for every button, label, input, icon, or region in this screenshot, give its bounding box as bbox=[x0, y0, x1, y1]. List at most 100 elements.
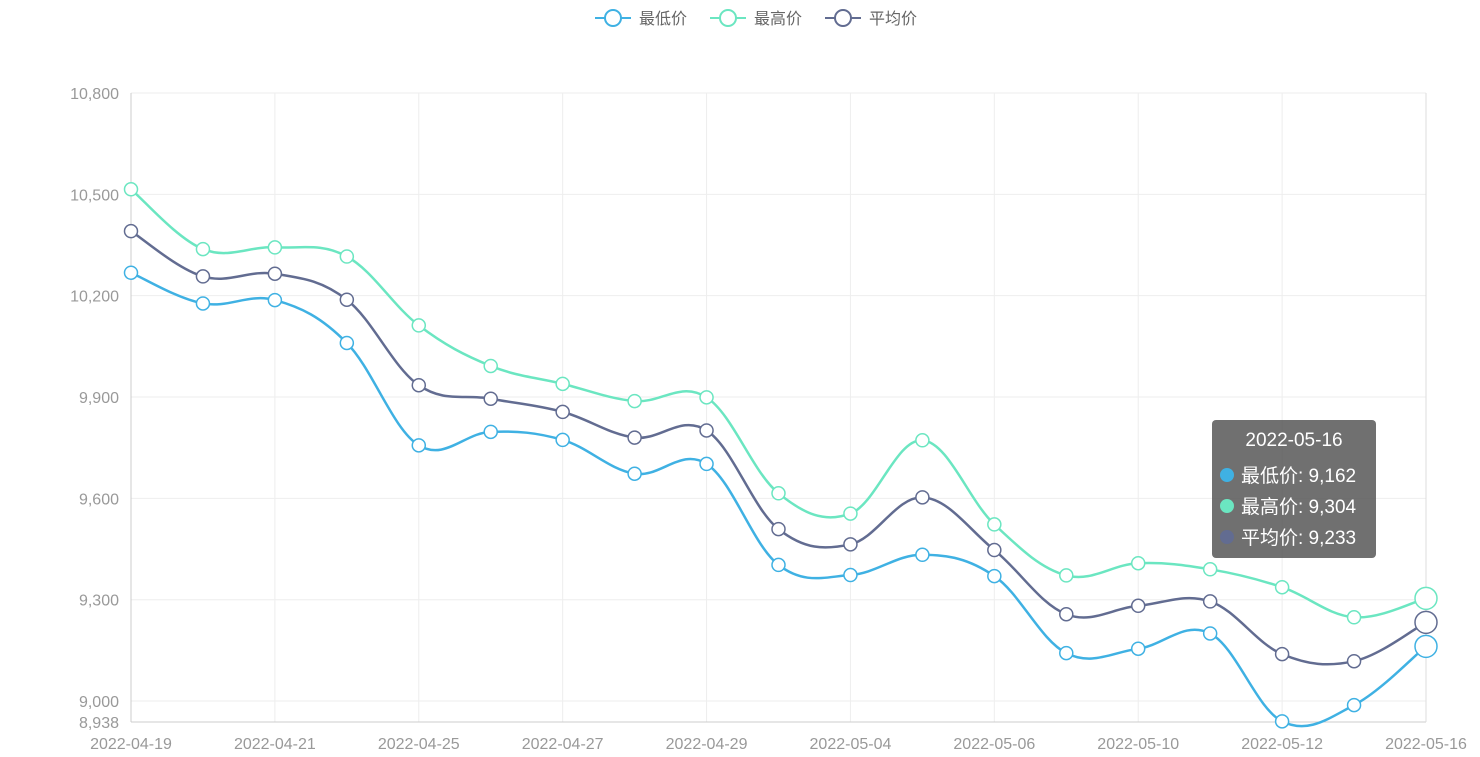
data-point[interactable] bbox=[627, 430, 642, 445]
data-point[interactable] bbox=[1346, 653, 1362, 669]
y-tick-label: 8,938 bbox=[79, 715, 119, 732]
x-axis-ticks: 2022-04-19 2022-04-21 2022-04-25 2022-04-27… bbox=[90, 736, 1467, 753]
tooltip-label-low: 最低价: 9,162 bbox=[1241, 466, 1357, 487]
x-tick-label: 2022-05-10 bbox=[1097, 736, 1179, 753]
data-point[interactable] bbox=[1274, 714, 1290, 729]
chart-axes bbox=[130, 93, 1427, 723]
x-tick-label: 2022-05-12 bbox=[1241, 736, 1323, 753]
tooltip-row-low: 最低价: 9,162 bbox=[1220, 459, 1368, 490]
data-point[interactable] bbox=[699, 423, 714, 438]
data-point[interactable] bbox=[339, 249, 355, 264]
tooltip-row-avg: 平均价: 9,233 bbox=[1220, 521, 1368, 552]
data-point[interactable] bbox=[987, 542, 1002, 558]
data-point[interactable] bbox=[195, 296, 211, 311]
tooltip-row-high: 最高价: 9,304 bbox=[1220, 490, 1368, 521]
x-tick-label: 2022-04-25 bbox=[378, 736, 460, 753]
data-point[interactable] bbox=[1059, 568, 1074, 583]
data-point[interactable] bbox=[915, 547, 930, 563]
series-0 bbox=[123, 265, 1438, 729]
data-point[interactable] bbox=[1130, 641, 1146, 656]
data-point[interactable] bbox=[1346, 610, 1362, 625]
x-tick-label: 2022-04-21 bbox=[234, 736, 316, 753]
legend-marker bbox=[719, 9, 737, 27]
data-point[interactable] bbox=[627, 393, 642, 409]
tooltip-label-avg: 平均价: 9,233 bbox=[1241, 528, 1357, 549]
data-point[interactable] bbox=[483, 424, 498, 440]
legend-label: 最高价 bbox=[754, 10, 802, 28]
data-point[interactable] bbox=[339, 335, 355, 351]
chart-tooltip: 2022-05-16 最低价: 9,162 最高价: 9,304 平均价: 9,… bbox=[1212, 420, 1376, 558]
x-tick-label: 2022-04-27 bbox=[522, 736, 604, 753]
data-point[interactable] bbox=[987, 517, 1002, 532]
data-point[interactable] bbox=[267, 240, 283, 255]
tooltip-label-high: 最高价: 9,304 bbox=[1241, 497, 1357, 518]
data-point[interactable] bbox=[195, 241, 211, 257]
data-point[interactable] bbox=[411, 438, 427, 453]
data-point[interactable] bbox=[1130, 555, 1146, 571]
data-point[interactable] bbox=[987, 568, 1002, 584]
data-point[interactable] bbox=[843, 537, 858, 552]
y-tick-label: 10,800 bbox=[70, 86, 119, 103]
x-tick-label: 2022-05-16 bbox=[1385, 736, 1467, 753]
legend-marker bbox=[834, 9, 852, 27]
data-point[interactable] bbox=[771, 557, 786, 573]
data-point[interactable] bbox=[483, 391, 498, 406]
data-point[interactable] bbox=[915, 433, 930, 448]
data-point[interactable] bbox=[339, 292, 355, 307]
data-point[interactable] bbox=[411, 318, 427, 333]
data-point[interactable] bbox=[555, 432, 570, 448]
data-point[interactable] bbox=[771, 521, 786, 537]
data-point[interactable] bbox=[195, 269, 211, 284]
y-tick-label: 9,900 bbox=[79, 390, 119, 407]
tooltip-dot-low bbox=[1220, 467, 1234, 482]
legend-marker bbox=[604, 9, 622, 27]
y-tick-label: 9,600 bbox=[79, 491, 119, 508]
legend-item-2[interactable]: 平均价 bbox=[825, 9, 917, 28]
data-point[interactable] bbox=[483, 358, 498, 374]
data-point[interactable] bbox=[1059, 645, 1074, 661]
tooltip-title: 2022-05-16 bbox=[1245, 430, 1343, 451]
data-point[interactable] bbox=[699, 390, 714, 405]
y-tick-label: 9,000 bbox=[79, 694, 119, 711]
data-point[interactable] bbox=[1059, 606, 1074, 622]
data-point[interactable] bbox=[1274, 579, 1290, 595]
legend-item-0[interactable]: 最低价 bbox=[595, 9, 687, 28]
chart-grid bbox=[130, 92, 1427, 722]
data-point[interactable] bbox=[843, 506, 858, 521]
series-1 bbox=[123, 182, 1438, 625]
legend-label: 最低价 bbox=[639, 10, 687, 28]
data-point[interactable] bbox=[267, 266, 283, 281]
data-point[interactable] bbox=[1414, 610, 1438, 635]
data-point[interactable] bbox=[123, 223, 139, 239]
data-point[interactable] bbox=[1414, 586, 1438, 611]
legend-label: 平均价 bbox=[869, 10, 917, 28]
data-point[interactable] bbox=[1346, 697, 1362, 713]
y-tick-label: 10,500 bbox=[70, 187, 119, 204]
y-tick-label: 9,300 bbox=[79, 593, 119, 610]
data-point[interactable] bbox=[915, 490, 930, 505]
data-point[interactable] bbox=[123, 182, 139, 197]
tooltip-dot-avg bbox=[1220, 529, 1234, 544]
data-point[interactable] bbox=[123, 265, 139, 280]
data-point[interactable] bbox=[843, 567, 858, 583]
data-point[interactable] bbox=[555, 404, 570, 420]
x-tick-label: 2022-05-04 bbox=[810, 736, 892, 753]
data-point[interactable] bbox=[1414, 634, 1438, 659]
chart-legend[interactable]: 最低价 最高价 平均价 bbox=[595, 9, 917, 28]
data-point[interactable] bbox=[627, 466, 642, 481]
data-point[interactable] bbox=[1202, 594, 1218, 609]
data-point[interactable] bbox=[267, 292, 283, 308]
data-point[interactable] bbox=[1202, 562, 1218, 577]
data-point[interactable] bbox=[1274, 646, 1290, 662]
data-point[interactable] bbox=[699, 456, 714, 472]
data-point[interactable] bbox=[1202, 626, 1218, 641]
data-point[interactable] bbox=[555, 376, 570, 392]
series-2 bbox=[123, 223, 1438, 669]
legend-item-1[interactable]: 最高价 bbox=[710, 9, 802, 28]
data-point[interactable] bbox=[771, 486, 786, 501]
y-tick-label: 10,200 bbox=[70, 289, 119, 306]
data-point[interactable] bbox=[411, 377, 427, 393]
chart-series bbox=[123, 182, 1438, 729]
data-point[interactable] bbox=[1130, 598, 1146, 614]
